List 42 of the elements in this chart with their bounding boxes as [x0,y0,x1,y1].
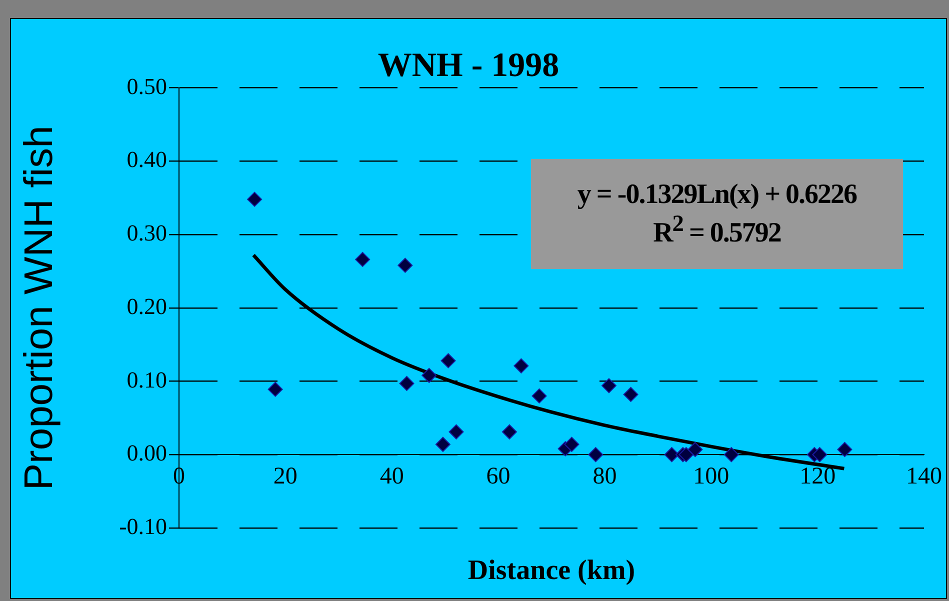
equation-box: y = -0.1329Ln(x) + 0.6226 R$^{2}$ = 0.5792 [531,159,903,269]
x-tick-label: 20 [273,463,298,490]
x-tick-label: 120 [800,463,836,490]
point [399,376,414,391]
point [812,447,828,462]
point [678,447,694,462]
x-tick-label: 100 [693,463,730,490]
point [514,358,529,374]
point [724,447,739,462]
y-tick-label: 0.30 [126,220,167,246]
point [664,447,680,462]
annotation: R$^{2}$ = 0.5792 [652,210,782,250]
point [623,386,638,402]
x-tick-label: 40 [380,463,404,490]
chart-title: WNH - 1998 [378,47,560,84]
y-tick-label: 0.50 [126,74,167,99]
point [688,442,703,457]
x-tick-label: 140 [906,463,942,490]
point [564,436,580,452]
point [422,368,437,383]
y-axis-title: Proportion WNH fish [17,126,62,490]
x-axis-title: Distance (km) [468,555,636,586]
x-tick-label: 60 [486,463,510,490]
point [588,447,604,462]
point [532,388,547,404]
point [247,192,262,207]
x-tick-label: 80 [592,463,617,490]
point [355,252,370,267]
point [837,442,852,457]
point [440,353,456,368]
annotation: y = -0.1329Ln(x) + 0.6226 [576,178,858,211]
y-tick-label: 0.10 [126,367,167,392]
point [601,378,616,394]
y-tick-label: 0.00 [126,440,167,466]
y-tick-label: -0.10 [119,514,167,540]
point [448,424,464,440]
y-tick-label: 0.20 [126,294,167,319]
point [398,258,413,273]
point [268,382,283,397]
y-tick-label: 0.40 [126,147,167,172]
point [502,424,517,440]
point [435,436,450,452]
